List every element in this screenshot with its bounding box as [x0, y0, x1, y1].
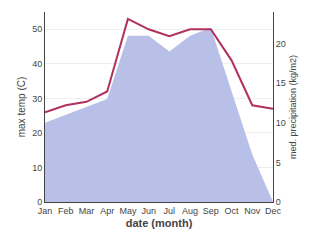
svg-text:Sep: Sep — [203, 206, 219, 216]
svg-text:Oct: Oct — [225, 206, 240, 216]
svg-text:20: 20 — [276, 39, 286, 49]
svg-text:Jul: Jul — [164, 206, 176, 216]
svg-text:30: 30 — [32, 94, 42, 104]
svg-text:max temp (C): max temp (C) — [16, 77, 27, 138]
svg-text:date (month): date (month) — [126, 217, 193, 229]
svg-text:Aug: Aug — [182, 206, 198, 216]
svg-text:10: 10 — [32, 163, 42, 173]
svg-text:50: 50 — [32, 24, 42, 34]
svg-text:Apr: Apr — [100, 206, 114, 216]
svg-text:5: 5 — [276, 158, 281, 168]
svg-text:0: 0 — [37, 197, 42, 207]
svg-text:10: 10 — [276, 118, 286, 128]
svg-text:Jun: Jun — [141, 206, 156, 216]
svg-text:med. precipitation (kg/m2): med. precipitation (kg/m2) — [288, 55, 298, 159]
svg-text:Mar: Mar — [79, 206, 95, 216]
svg-text:Nov: Nov — [244, 206, 261, 216]
svg-text:40: 40 — [32, 59, 42, 69]
svg-text:15: 15 — [276, 78, 286, 88]
svg-text:0: 0 — [276, 197, 281, 207]
svg-text:Feb: Feb — [58, 206, 74, 216]
svg-text:Jan: Jan — [38, 206, 53, 216]
svg-text:Dec: Dec — [265, 206, 282, 216]
svg-text:May: May — [119, 206, 137, 216]
svg-text:20: 20 — [32, 128, 42, 138]
